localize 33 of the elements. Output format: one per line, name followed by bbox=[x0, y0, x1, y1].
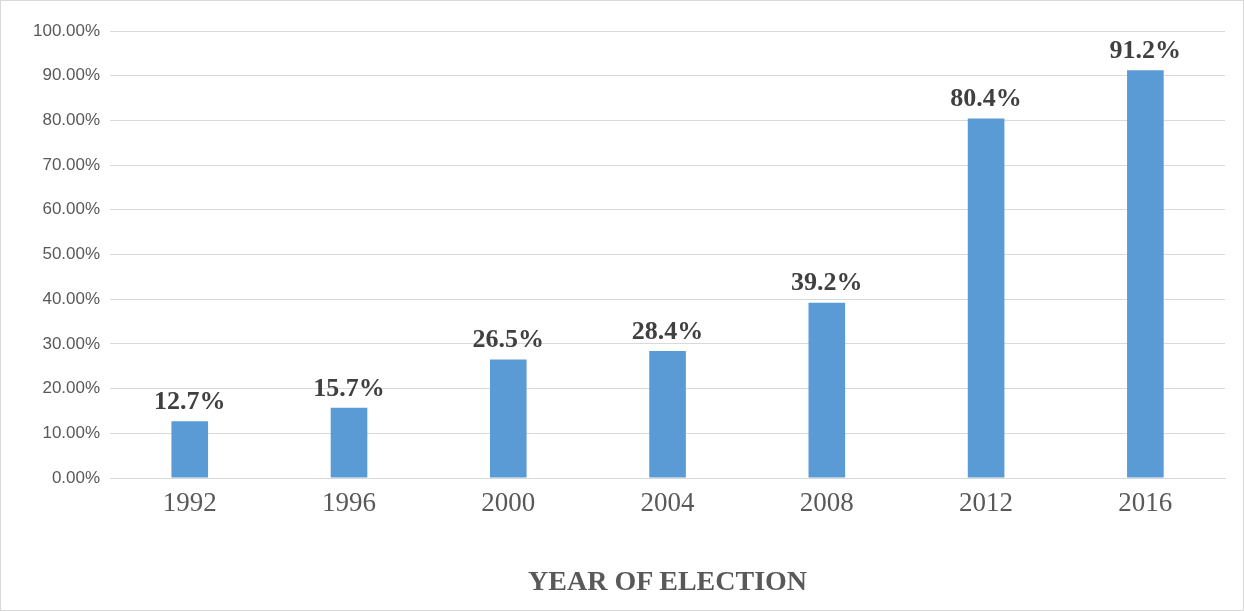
bar bbox=[1127, 70, 1164, 478]
y-tick-label: 20.00% bbox=[42, 378, 101, 398]
y-tick-label: 0.00% bbox=[51, 467, 101, 487]
y-tick-label: 30.00% bbox=[42, 333, 101, 353]
bar bbox=[649, 351, 686, 478]
data-label: 12.7% bbox=[154, 385, 226, 415]
x-tick-label: 2004 bbox=[640, 487, 696, 518]
y-tick-label: 90.00% bbox=[42, 65, 101, 85]
y-tick-label: 70.00% bbox=[42, 154, 101, 174]
bar bbox=[330, 407, 368, 478]
data-label: 91.2% bbox=[1109, 35, 1182, 65]
data-label: 28.4% bbox=[631, 315, 704, 345]
y-tick-label: 50.00% bbox=[42, 244, 101, 264]
x-tick-label: 1996 bbox=[322, 487, 377, 518]
bar bbox=[808, 302, 846, 478]
x-tick-label: 2012 bbox=[959, 487, 1014, 518]
data-label: 26.5% bbox=[472, 324, 545, 354]
bar bbox=[489, 359, 527, 478]
y-tick-label: 10.00% bbox=[42, 422, 101, 442]
y-tick-label: 40.00% bbox=[42, 288, 101, 308]
x-tick-label: 2016 bbox=[1118, 487, 1173, 518]
x-axis-title: YEAR OF ELECTION bbox=[528, 565, 808, 597]
x-tick-label: 1992 bbox=[162, 487, 217, 518]
bar bbox=[967, 118, 1005, 478]
data-label: 15.7% bbox=[313, 372, 385, 402]
x-tick-label: 2000 bbox=[481, 487, 536, 518]
bar bbox=[171, 421, 209, 478]
x-tick-label: 2008 bbox=[799, 487, 854, 518]
y-tick-label: 80.00% bbox=[42, 110, 101, 130]
y-tick-label: 60.00% bbox=[42, 199, 101, 219]
data-label: 39.2% bbox=[791, 267, 863, 297]
y-tick-label: 100.00% bbox=[32, 20, 101, 40]
data-label: 80.4% bbox=[950, 83, 1022, 113]
